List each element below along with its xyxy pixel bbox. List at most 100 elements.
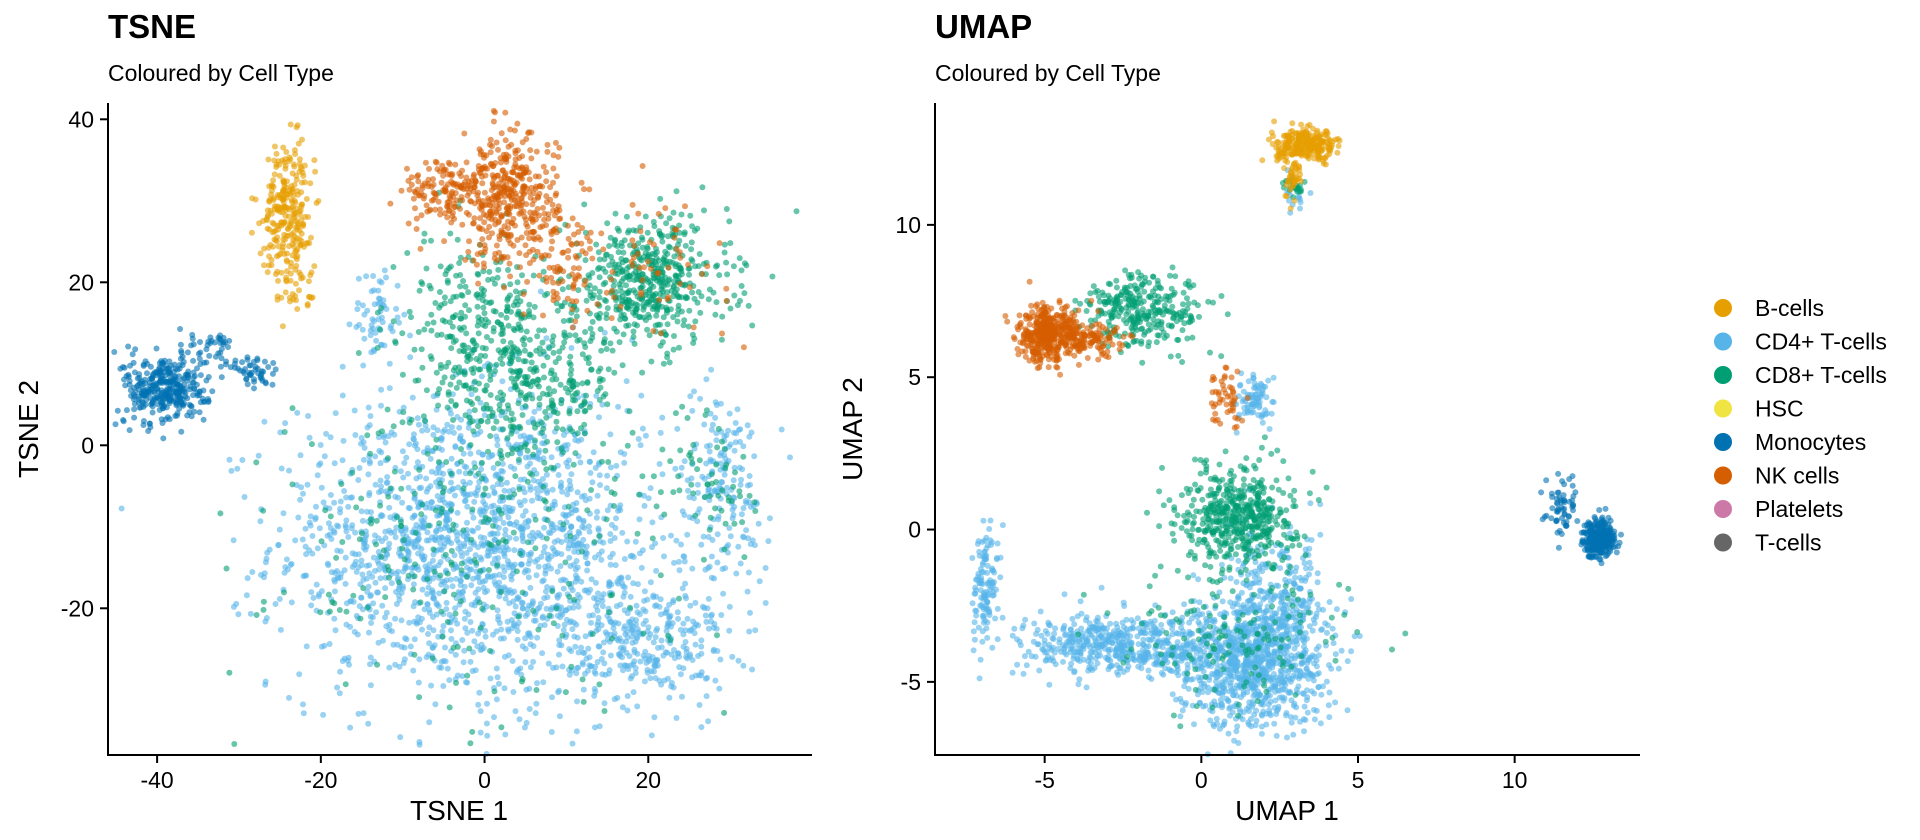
tsne-point	[461, 647, 468, 654]
tsne-point	[331, 499, 338, 506]
tsne-point	[599, 597, 606, 604]
tsne-point	[630, 580, 637, 587]
tsne-point	[566, 593, 573, 600]
tsne-point	[663, 606, 670, 613]
tsne-point	[611, 294, 617, 301]
tsne-point	[286, 694, 292, 701]
tsne-point	[376, 489, 382, 496]
tsne-point	[300, 710, 307, 717]
tsne-y-tick-label: 20	[68, 269, 94, 295]
tsne-point	[452, 180, 458, 187]
tsne-point	[476, 689, 483, 696]
tsne-point	[410, 603, 417, 610]
tsne-point	[534, 634, 541, 641]
tsne-point	[702, 412, 709, 418]
tsne-point	[194, 365, 200, 372]
tsne-point	[451, 492, 458, 499]
tsne-point	[545, 215, 552, 222]
tsne-point	[288, 183, 295, 190]
tsne-point	[469, 728, 476, 735]
tsne-point	[721, 546, 728, 553]
tsne-point	[491, 688, 498, 695]
tsne-point	[645, 624, 652, 631]
tsne-point	[447, 381, 454, 388]
tsne-point	[568, 366, 575, 373]
tsne-point	[457, 598, 464, 605]
tsne-point	[405, 470, 411, 477]
tsne-point	[428, 197, 435, 204]
tsne-point	[452, 161, 459, 168]
tsne-point	[642, 432, 649, 439]
tsne-point	[434, 493, 441, 499]
tsne-panel: TSNE Coloured by Cell Type -40 -20 0 20-200…	[13, 8, 812, 826]
tsne-point	[354, 631, 361, 638]
tsne-point	[519, 272, 525, 279]
tsne-point	[640, 606, 647, 613]
tsne-point	[188, 402, 194, 409]
tsne-point	[552, 359, 559, 366]
tsne-point	[541, 544, 548, 550]
tsne-point	[617, 601, 624, 608]
tsne-point	[524, 478, 531, 485]
tsne-point	[317, 442, 324, 448]
tsne-point	[358, 508, 365, 515]
tsne-point	[661, 677, 668, 684]
tsne-point	[559, 278, 566, 285]
tsne-point	[393, 570, 400, 577]
tsne-point	[481, 163, 488, 170]
tsne-point	[475, 189, 482, 196]
tsne-point	[438, 608, 445, 615]
tsne-point	[376, 278, 383, 285]
tsne-point	[506, 494, 512, 501]
tsne-point	[486, 413, 493, 420]
tsne-point	[411, 346, 418, 353]
tsne-point	[499, 378, 506, 385]
tsne-point	[498, 130, 505, 137]
tsne-point	[657, 429, 664, 436]
tsne-point	[737, 493, 743, 500]
tsne-point	[453, 679, 459, 686]
tsne-point	[471, 407, 478, 414]
tsne-point	[352, 529, 359, 536]
tsne-point	[705, 595, 712, 602]
tsne-point	[687, 602, 694, 609]
tsne-point	[641, 678, 648, 685]
tsne-point	[633, 305, 640, 312]
tsne-point	[546, 264, 553, 271]
tsne-point	[413, 226, 420, 232]
tsne-point	[657, 195, 664, 202]
tsne-point	[360, 544, 367, 551]
tsne-point	[475, 544, 482, 551]
tsne-point	[284, 258, 291, 265]
tsne-point	[517, 450, 524, 457]
tsne-point	[575, 287, 582, 294]
tsne-point	[312, 516, 319, 523]
tsne-point	[487, 211, 494, 217]
tsne-point	[531, 303, 538, 310]
tsne-point	[290, 296, 297, 303]
tsne-point	[617, 303, 624, 310]
tsne-point	[488, 299, 495, 306]
tsne-point	[572, 332, 579, 339]
tsne-point	[419, 427, 426, 434]
tsne-point	[612, 261, 619, 268]
tsne-point	[690, 324, 697, 331]
tsne-point	[499, 460, 506, 467]
tsne-point	[591, 595, 597, 601]
tsne-point	[615, 507, 621, 514]
tsne-point	[507, 281, 514, 288]
tsne-point	[624, 707, 631, 714]
tsne-point	[670, 293, 677, 300]
tsne-point	[541, 459, 548, 466]
tsne-point	[475, 701, 482, 708]
tsne-point	[292, 266, 299, 273]
tsne-point	[751, 499, 758, 506]
tsne-point	[384, 406, 391, 413]
tsne-point	[381, 267, 388, 274]
tsne-point	[490, 465, 497, 471]
tsne-point	[306, 434, 313, 441]
tsne-point	[656, 228, 663, 235]
tsne-point	[563, 537, 570, 544]
tsne-point	[494, 394, 501, 401]
tsne-point	[719, 313, 726, 320]
